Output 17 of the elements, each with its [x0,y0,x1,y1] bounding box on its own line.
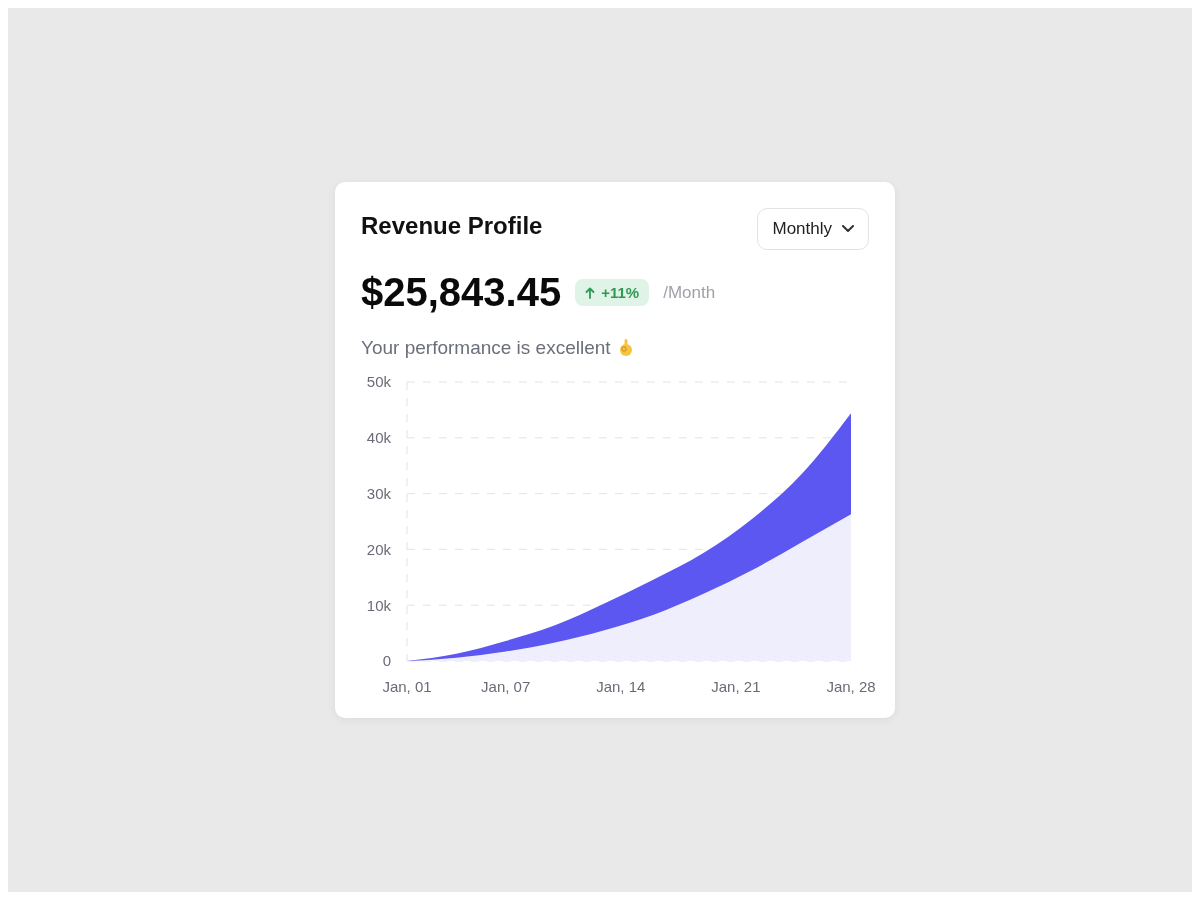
text: +11% [601,284,640,301]
y-tick-label: 30k [366,484,392,502]
x-tick-label: Jan, 28 [826,677,876,695]
y-tick-label: 50k [366,373,392,391]
y-tick-label: 20k [366,540,392,558]
y-tick-label: 40k [366,429,392,447]
x-tick-label: Jan, 21 [711,677,761,695]
chart-subtitle: Your performance is excellent [361,337,611,359]
x-tick-label: Jan, 01 [382,677,432,695]
x-tick-label: Jan, 07 [481,677,531,695]
chart-title: Revenue Profile [361,212,543,240]
y-tick-label: 0 [382,652,391,670]
y-tick-label: 10k [366,596,392,614]
text: Monthly [772,219,832,239]
x-tick-label: Jan, 14 [596,677,646,695]
text: /Month [663,282,716,303]
text: $25,843.45 [361,270,562,315]
